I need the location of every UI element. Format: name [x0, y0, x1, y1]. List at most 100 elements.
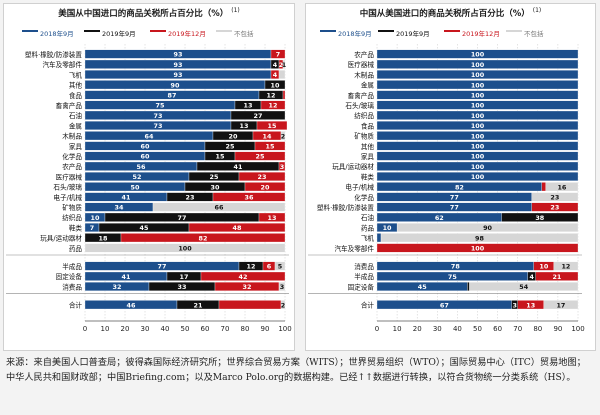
legend-label: 2019年12月	[462, 29, 500, 38]
legend-label: 2019年9月	[102, 29, 136, 38]
data-label: 66	[215, 204, 224, 212]
category-label: 农产品	[62, 162, 82, 171]
right-chart-panel: 中国从美国进口的商品关税所占百分比（%） (1) 2018年9月 2019年9月 2…	[305, 3, 596, 351]
category-label: 玩具/运动器材	[332, 162, 374, 171]
right-chart-title: 中国从美国进口的商品关税所占百分比（%） (1)	[306, 7, 595, 19]
category-label: 医疗器械	[348, 60, 375, 69]
bar-segment	[467, 282, 470, 291]
bar-segment	[376, 121, 579, 130]
x-tick-label: 40	[453, 325, 462, 333]
data-label: 5	[278, 263, 282, 271]
bar-segment	[218, 300, 282, 310]
data-label: 42	[239, 273, 248, 281]
right-title-text: 中国从美国进口的商品关税所占百分比（%）	[359, 9, 530, 19]
x-tick-label: 80	[241, 325, 250, 333]
bar-segment	[553, 261, 579, 271]
bar-segment	[501, 212, 579, 222]
data-label: 17	[180, 273, 189, 281]
data-label: 82	[455, 183, 464, 191]
x-tick-label: 0	[83, 325, 87, 333]
legend-swatch	[320, 30, 336, 32]
bar-segment	[380, 233, 579, 243]
data-label: 30	[211, 183, 220, 191]
data-label: 1	[282, 61, 286, 69]
data-label: 23	[550, 194, 559, 202]
data-label: 17	[556, 301, 565, 309]
bar-segment	[376, 151, 579, 161]
data-label: 15	[216, 153, 225, 161]
data-label: 6	[267, 263, 272, 271]
category-label: 食品	[69, 91, 83, 100]
data-label: 90	[171, 81, 180, 89]
data-label: 73	[154, 122, 163, 130]
category-label: 食品	[361, 121, 375, 130]
category-label: 汽车及零部件	[334, 244, 374, 253]
category-label: 半成品	[354, 272, 374, 281]
legend-swatch	[22, 30, 38, 32]
bar-segment	[278, 282, 286, 291]
data-label: 100	[471, 132, 485, 140]
category-label: 畜禽产品	[56, 101, 83, 110]
data-label: 2	[279, 61, 283, 69]
data-label: 93	[174, 61, 183, 69]
bar-segment	[543, 300, 579, 310]
bar-segment	[396, 223, 579, 232]
category-label: 家具	[361, 152, 375, 161]
bar-segment	[152, 202, 286, 212]
category-label: 其他	[69, 81, 83, 90]
bar-segment	[541, 182, 546, 192]
x-tick-label: 90	[553, 325, 562, 333]
bar-segment	[469, 282, 579, 291]
data-label: 100	[471, 81, 485, 89]
data-label: 77	[158, 263, 167, 271]
data-label: 56	[137, 163, 146, 171]
category-label: 固定设备	[348, 282, 375, 291]
data-label: 93	[174, 71, 183, 79]
data-label: 25	[226, 143, 235, 151]
data-label: 60	[141, 153, 150, 161]
category-label: 金属	[361, 81, 374, 90]
category-label: 汽车及零部件	[42, 60, 82, 69]
data-label: 3	[512, 301, 516, 309]
category-label: 化学品	[354, 193, 374, 202]
data-label: 10	[271, 81, 280, 89]
category-label: 纺织品	[62, 213, 82, 222]
data-label: 2	[281, 301, 285, 309]
x-tick-label: 90	[261, 325, 270, 333]
data-label: 50	[131, 183, 140, 191]
data-label: 10	[539, 263, 548, 271]
category-label: 医疗器械	[56, 172, 83, 181]
data-label: 21	[552, 273, 561, 281]
left-title-text: 美国从中国进口的商品关税所占百分比（%）	[58, 9, 229, 19]
category-label: 飞机	[361, 234, 375, 243]
x-tick-label: 60	[201, 325, 210, 333]
data-label: 64	[145, 132, 154, 140]
data-label: 23	[550, 204, 559, 212]
data-label: 12	[247, 263, 256, 271]
bar-segment	[282, 90, 286, 100]
data-label: 13	[240, 122, 249, 130]
data-label: 100	[471, 51, 485, 59]
category-label: 石头/玻璃	[53, 183, 82, 192]
data-label: 52	[133, 173, 142, 181]
bar-segment	[274, 261, 286, 271]
data-label: 98	[475, 234, 484, 242]
data-label: 4	[273, 71, 278, 79]
left-chart-title: 美国从中国进口的商品关税所占百分比（%） (1)	[4, 7, 294, 19]
left-chart: 2018年9月 2019年9月 2019年12月 不包括 0 10 20 30 40 50 60 70…	[6, 29, 292, 333]
category-label: 其他	[361, 142, 375, 151]
bar-segment	[545, 182, 579, 192]
data-label: 7	[90, 224, 94, 232]
category-label: 固定设备	[56, 272, 83, 281]
bar-segment	[230, 110, 286, 120]
left-chart-panel: 美国从中国进口的商品关税所占百分比（%） (1) 2018年9月 2019年9月 2…	[3, 3, 295, 351]
legend-label: 2019年12月	[168, 29, 206, 38]
data-label: 4	[273, 61, 278, 69]
data-label: 90	[483, 224, 492, 232]
category-label: 玩具/运动器材	[40, 234, 82, 243]
category-label: 电子/机械	[345, 183, 374, 192]
x-tick-label: 40	[161, 325, 170, 333]
data-label: 25	[256, 153, 265, 161]
data-label: 13	[268, 214, 277, 222]
category-label: 鞋类	[69, 223, 83, 232]
